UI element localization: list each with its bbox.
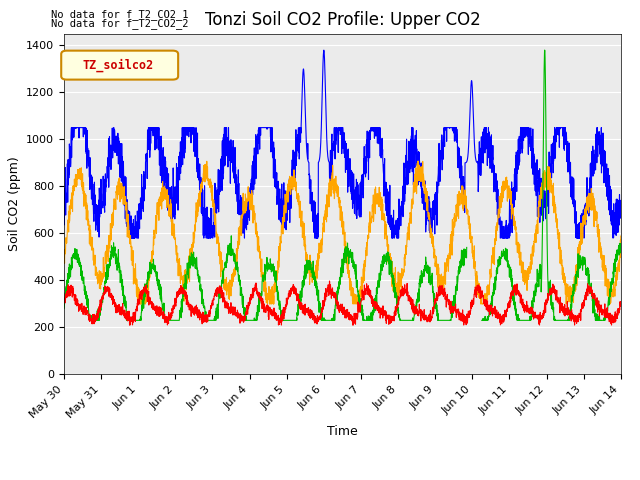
Text: TZ_soilco2: TZ_soilco2	[83, 59, 154, 72]
Open -2cm	[274, 316, 282, 322]
Title: Tonzi Soil CO2 Profile: Upper CO2: Tonzi Soil CO2 Profile: Upper CO2	[205, 11, 480, 29]
Line: Open -4cm: Open -4cm	[64, 50, 621, 320]
Open -4cm	[60, 306, 68, 312]
Open -2cm	[326, 278, 333, 284]
Line: Open -2cm: Open -2cm	[64, 281, 621, 325]
Y-axis label: Soil CO2 (ppm): Soil CO2 (ppm)	[8, 156, 20, 252]
Tree -2cm	[136, 301, 144, 307]
Line: Tree -2cm: Tree -2cm	[64, 161, 621, 304]
Tree -4cm	[298, 101, 306, 107]
Open -2cm	[124, 318, 131, 324]
Tree -4cm	[606, 201, 614, 207]
Tree -4cm	[60, 204, 68, 210]
FancyBboxPatch shape	[61, 51, 178, 80]
X-axis label: Time: Time	[327, 425, 358, 438]
Tree -2cm	[547, 170, 554, 176]
Tree -4cm	[320, 48, 328, 53]
Tree -4cm	[547, 168, 554, 173]
Open -2cm	[157, 305, 164, 311]
Tree -2cm	[157, 190, 164, 196]
Tree -2cm	[414, 158, 422, 164]
Tree -4cm	[124, 203, 131, 208]
Tree -2cm	[617, 233, 625, 239]
Tree -4cm	[617, 199, 625, 204]
Open -4cm	[124, 317, 131, 323]
Open -2cm	[60, 295, 68, 300]
Open -4cm	[298, 286, 305, 292]
Line: Tree -4cm: Tree -4cm	[64, 50, 621, 238]
Open -4cm	[606, 286, 614, 291]
Tree -2cm	[606, 301, 614, 307]
Tree -4cm	[274, 197, 282, 203]
Tree -2cm	[298, 208, 306, 214]
Open -2cm	[617, 299, 625, 305]
Tree -4cm	[157, 151, 164, 156]
Open -4cm	[546, 289, 554, 295]
Text: No data for f_T2_CO2_1: No data for f_T2_CO2_1	[51, 9, 189, 20]
Tree -4cm	[126, 235, 134, 241]
Open -2cm	[125, 322, 133, 328]
Open -4cm	[274, 297, 282, 303]
Text: No data for f_T2_CO2_2: No data for f_T2_CO2_2	[51, 18, 189, 29]
Open -2cm	[298, 301, 306, 307]
Open -4cm	[157, 290, 164, 296]
Tree -2cm	[274, 270, 282, 276]
Open -2cm	[606, 313, 614, 319]
Open -2cm	[547, 292, 554, 298]
Tree -2cm	[124, 220, 131, 226]
Tree -2cm	[60, 247, 68, 253]
Open -4cm	[617, 247, 625, 253]
